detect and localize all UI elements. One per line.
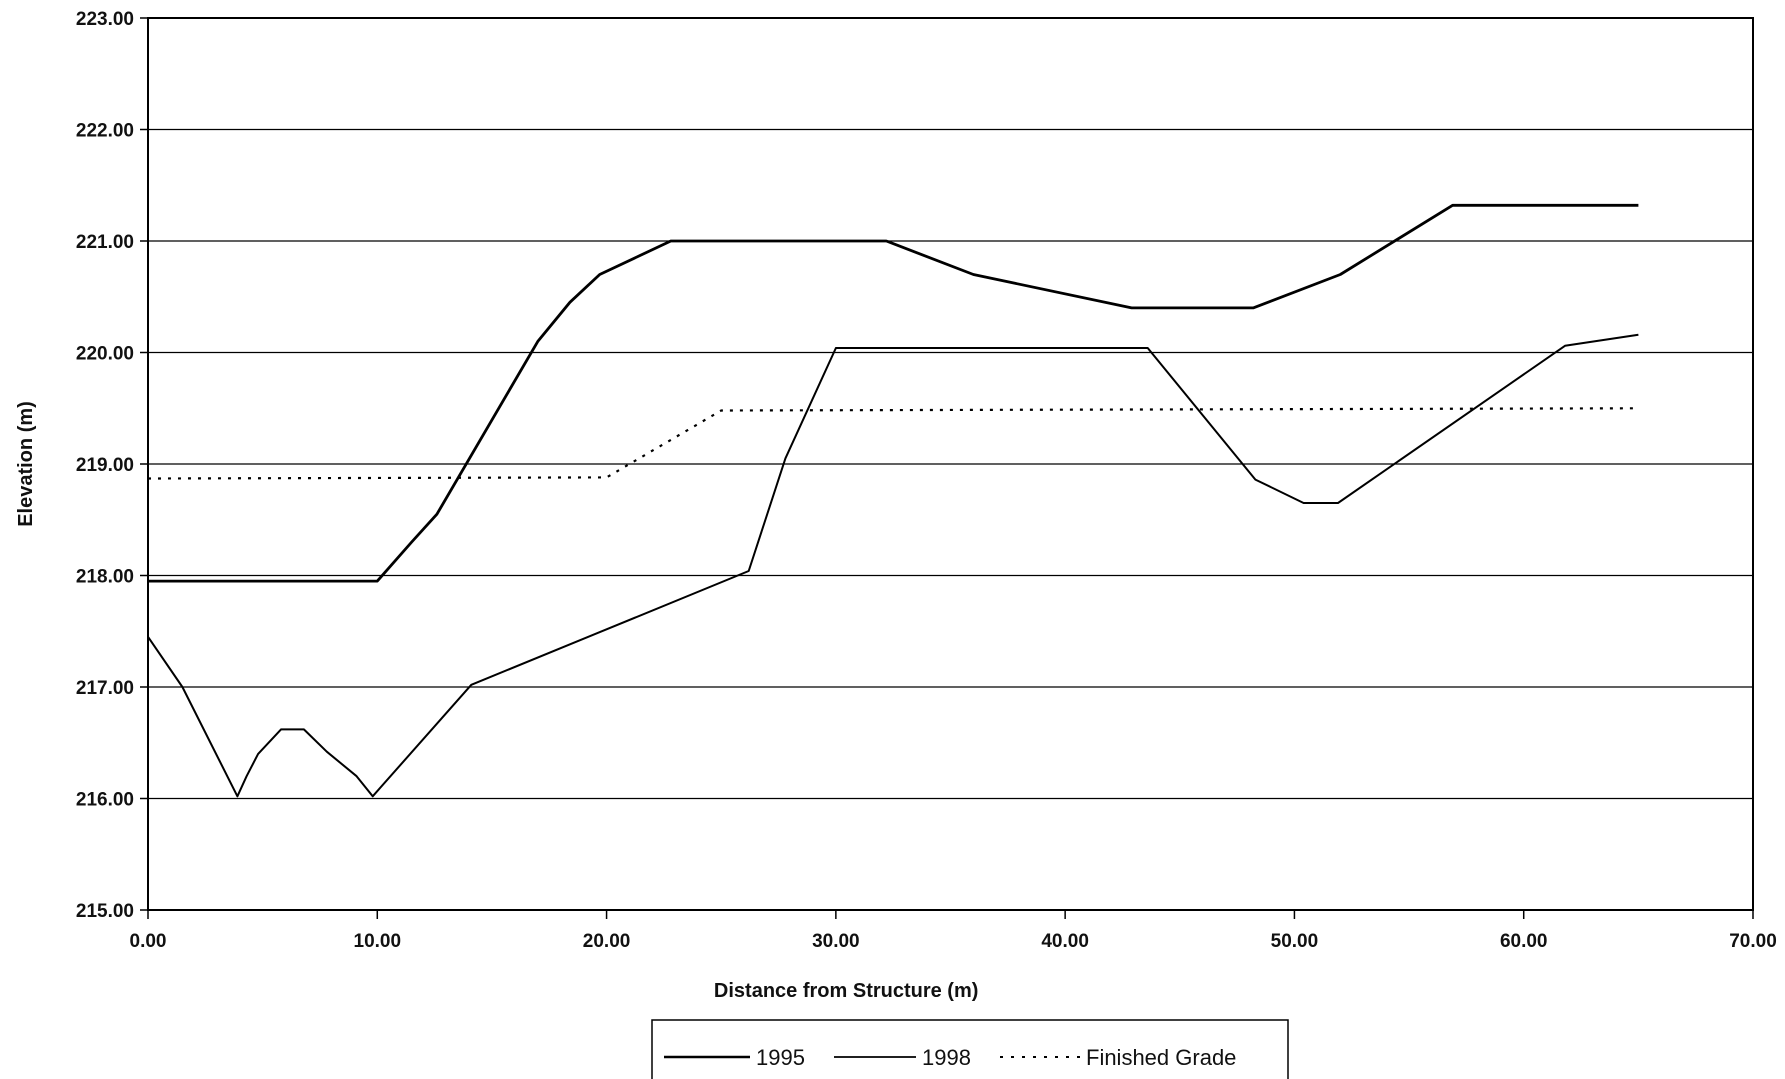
axis-ticks: [140, 17, 1754, 919]
series-line-1995: [148, 203, 1639, 583]
legend-box: [651, 1019, 1289, 1079]
legend-label-finished-grade: Finished Grade: [1086, 1045, 1236, 1070]
tick-labels: 215.00 216.00 217.00 218.00 219.00 220.00 221.…: [76, 9, 1777, 952]
legend: 1995 1998 Finished Grade: [651, 1019, 1289, 1079]
x-tick-label: 10.00: [354, 931, 402, 952]
x-tick-label: 50.00: [1271, 931, 1319, 952]
gridlines: [148, 17, 1753, 911]
x-axis-title: Distance from Structure (m): [714, 980, 979, 1002]
y-tick-label: 216.00: [76, 790, 134, 811]
series-lines: [147, 203, 1639, 798]
y-tick-label: 222.00: [76, 121, 134, 142]
y-axis-title: Elevation (m): [15, 401, 37, 527]
x-tick-label: 70.00: [1729, 931, 1777, 952]
x-tick-label: 30.00: [812, 931, 860, 952]
legend-label-1995: 1995: [756, 1045, 805, 1070]
y-tick-label: 215.00: [76, 901, 134, 922]
y-tick-label: 218.00: [76, 567, 134, 588]
legend-label-1998: 1998: [922, 1045, 971, 1070]
y-tick-label: 217.00: [76, 678, 134, 699]
x-tick-label: 20.00: [583, 931, 631, 952]
y-tick-label: 220.00: [76, 344, 134, 365]
y-tick-label: 219.00: [76, 455, 134, 476]
x-tick-label: 60.00: [1500, 931, 1548, 952]
x-tick-label: 0.00: [130, 931, 167, 952]
y-tick-label: 223.00: [76, 9, 134, 30]
y-tick-label: 221.00: [76, 232, 134, 253]
series-line-finished-grade: [147, 407, 1639, 480]
series-line-1998: [147, 333, 1639, 798]
x-tick-label: 40.00: [1041, 931, 1089, 952]
